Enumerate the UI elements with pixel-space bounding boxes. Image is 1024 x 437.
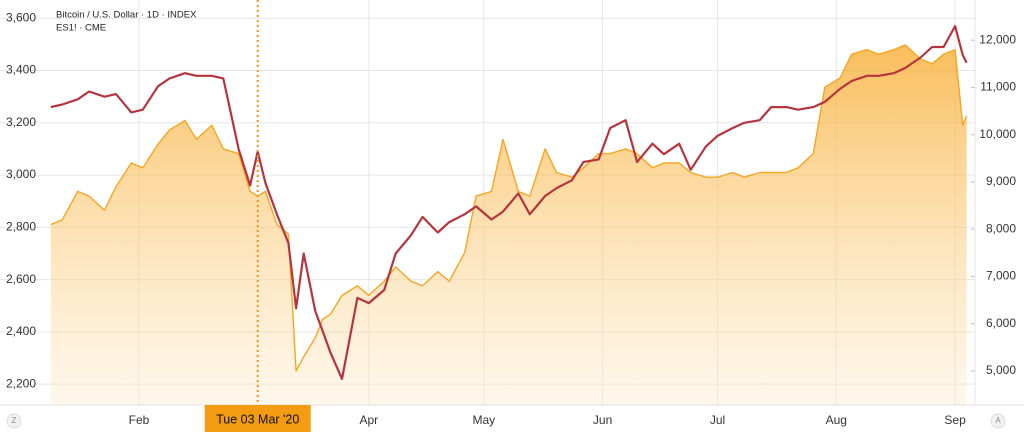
y2-tick-label: 10,000 — [979, 127, 1016, 141]
crosshair-label: Tue 03 Mar '20 — [216, 412, 299, 426]
y2-tick-label: 9,000 — [986, 174, 1016, 188]
crosshair-label-box — [204, 405, 311, 432]
area — [50, 44, 967, 406]
y2-tick-label: 11,000 — [980, 80, 1016, 94]
y-tick-label: 2,200 — [6, 376, 36, 390]
axis-button[interactable] — [990, 413, 1006, 429]
y2-tick-label: 12,000 — [979, 32, 1016, 46]
x-tick-label: Jun — [593, 413, 612, 427]
line — [50, 25, 968, 380]
y-tick-label: 2,400 — [6, 324, 36, 338]
x-tick-label: Jul — [710, 413, 725, 427]
x-tick-label: Feb — [129, 413, 150, 427]
x-tick-label: May — [472, 413, 495, 427]
plot — [50, 25, 968, 406]
y2-tick-label: 6,000 — [986, 316, 1016, 330]
axis-button-label[interactable]: Z — [12, 416, 17, 425]
y-tick-label: 3,000 — [6, 167, 36, 181]
x-tick-label: Aug — [826, 413, 847, 427]
y2-tick-label: 5,000 — [986, 363, 1016, 377]
axis-button-label[interactable]: A — [995, 416, 1001, 425]
y2-tick-label: 7,000 — [986, 269, 1016, 283]
axis-button[interactable] — [6, 413, 22, 429]
y-tick-label: 3,400 — [6, 63, 36, 77]
y-tick-label: 3,600 — [6, 10, 36, 24]
y-tick-label: 2,600 — [6, 272, 36, 286]
y-tick-label: 3,200 — [6, 115, 36, 129]
x-tick-label: Apr — [360, 413, 379, 427]
y-tick-label: 2,800 — [6, 219, 36, 233]
line — [50, 44, 968, 372]
legend-entry: Bitcoin / U.S. Dollar · 1D · INDEX — [56, 10, 197, 21]
x-tick-label: Sep — [944, 413, 966, 427]
legend-entry: ES1! · CME — [56, 23, 106, 34]
y2-tick-label: 8,000 — [986, 221, 1016, 235]
